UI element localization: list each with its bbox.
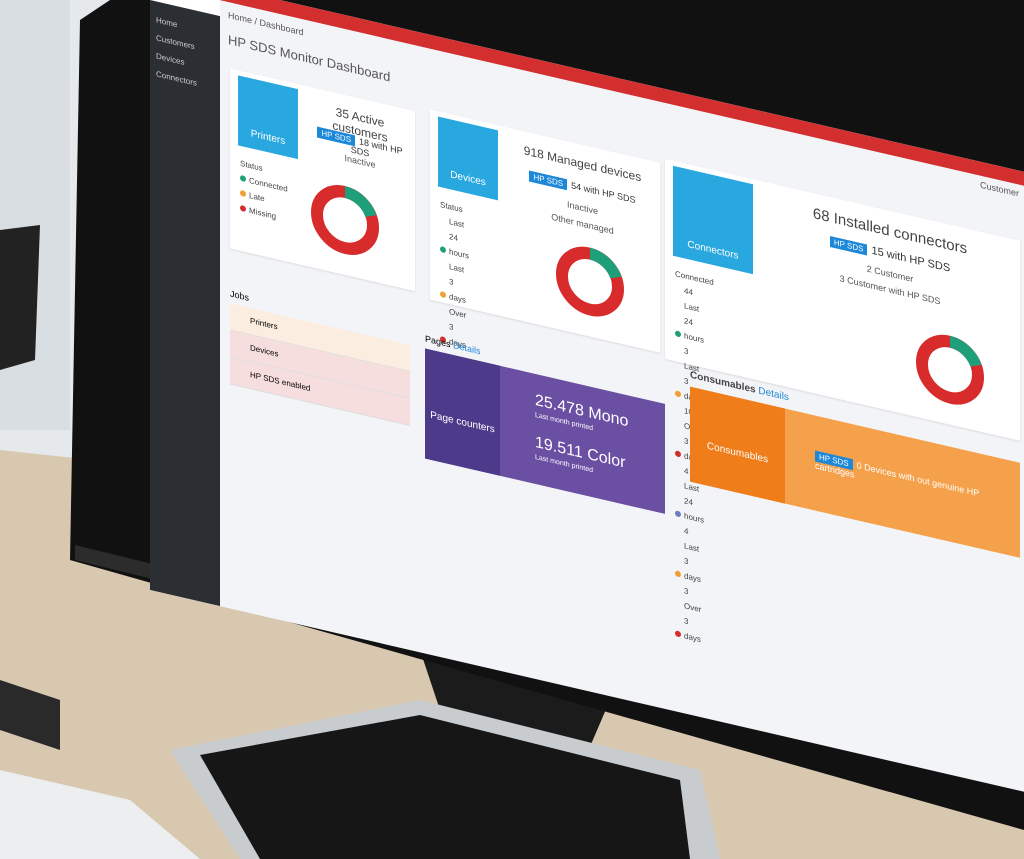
legend-item: Last 24 hours <box>440 212 470 262</box>
legend-text: Late <box>249 190 265 204</box>
legend-dot <box>675 450 681 458</box>
legend-dot <box>675 630 681 638</box>
pages-tile: Page counters <box>425 348 500 476</box>
donut <box>311 185 379 255</box>
legend: Status Last 24 hours Last 3 days Over 3 day… <box>440 197 470 352</box>
donut <box>556 246 624 317</box>
legend-dot <box>675 570 681 578</box>
legend-text: Connected <box>249 175 288 194</box>
badge: HP SDS <box>829 235 868 256</box>
legend: Status Connected Late Missing <box>240 156 288 222</box>
sidebar-menu: Home Customers Devices Connectors <box>156 11 197 92</box>
job-label: Printers <box>250 316 278 332</box>
consumables-link[interactable]: Details <box>758 385 789 404</box>
tile: Connectors <box>673 165 753 275</box>
jobs: Printers Devices HP SDS enabled <box>230 303 410 427</box>
legend-dot <box>675 390 681 398</box>
legend-dot <box>440 245 446 254</box>
legend-item: 3 Over 3 days <box>675 581 714 650</box>
cards: Printers 35 Active customers HP SDS 18 with… <box>150 0 1024 644</box>
badge: HP SDS <box>529 170 568 191</box>
legend-dot <box>240 174 246 183</box>
jobs-title: Jobs <box>230 288 250 303</box>
legend-text: Over 3 days <box>449 307 467 350</box>
legend-dot <box>240 204 246 213</box>
consumables-text: 0 Devices with out genuine HP cartridges <box>815 460 980 499</box>
card-line: 54 with HP SDS <box>571 180 636 206</box>
card: Devices 918 Managed devices HP SDS 54 with … <box>430 109 660 353</box>
legend-item: 4 Last 3 days <box>675 521 714 590</box>
pages-panel: Page counters 25.478 Mono Last month pri… <box>425 348 665 514</box>
card: Printers 35 Active customers HP SDS 18 with… <box>230 68 415 292</box>
legend-text: Missing <box>249 205 277 222</box>
tile: Printers <box>238 75 298 160</box>
legend-text: 4 Last 3 days <box>684 526 701 585</box>
legend-item: Last 3 days <box>440 257 466 307</box>
pages-link[interactable]: Details <box>453 339 481 357</box>
legend-text: 3 Over 3 days <box>684 586 702 645</box>
job-label: Devices <box>250 343 279 359</box>
legend-text: Last 3 days <box>449 262 466 305</box>
job-label: HP SDS enabled <box>250 370 311 394</box>
donut <box>916 334 984 405</box>
legend-text: Last 24 hours <box>449 217 470 261</box>
legend-text: 44 Last 24 hours <box>684 286 705 345</box>
legend-text: 3 Last 3 days <box>684 346 701 404</box>
legend-dot <box>675 510 681 518</box>
tile: Devices <box>438 116 498 201</box>
legend-item: 44 Last 24 hours <box>675 281 714 350</box>
consumables-text: HP SDS 0 Devices with out genuine HP cart… <box>815 450 1005 515</box>
legend-dot <box>440 290 446 299</box>
legend-dot <box>240 189 246 198</box>
legend-dot <box>675 330 681 338</box>
card: Connectors 68 Installed connectors HP SDS 1… <box>665 158 1020 644</box>
